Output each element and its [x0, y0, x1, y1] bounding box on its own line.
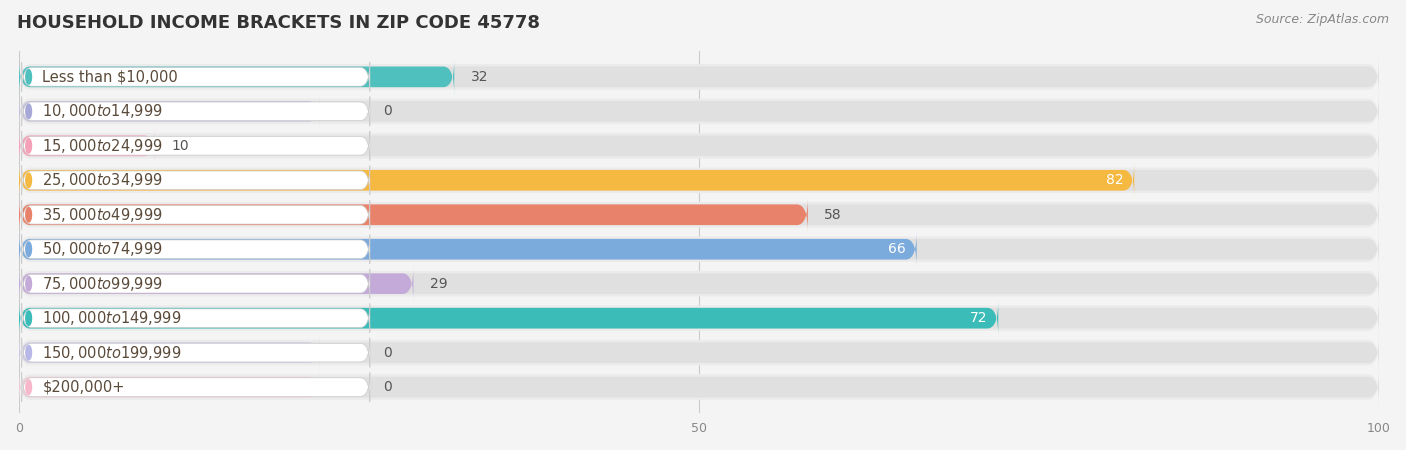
FancyBboxPatch shape	[20, 198, 1379, 232]
FancyBboxPatch shape	[20, 301, 1379, 335]
FancyBboxPatch shape	[20, 266, 413, 301]
Text: 0: 0	[384, 346, 392, 360]
Text: 0: 0	[384, 104, 392, 118]
Circle shape	[25, 173, 31, 188]
FancyBboxPatch shape	[20, 200, 1379, 230]
FancyBboxPatch shape	[21, 131, 370, 161]
FancyBboxPatch shape	[21, 166, 370, 195]
Text: $25,000 to $34,999: $25,000 to $34,999	[42, 171, 163, 189]
FancyBboxPatch shape	[20, 131, 1379, 161]
FancyBboxPatch shape	[20, 198, 808, 232]
Text: $35,000 to $49,999: $35,000 to $49,999	[42, 206, 163, 224]
Text: 58: 58	[824, 208, 842, 222]
FancyBboxPatch shape	[20, 129, 1379, 163]
Circle shape	[25, 70, 31, 84]
Text: $50,000 to $74,999: $50,000 to $74,999	[42, 240, 163, 258]
Text: 82: 82	[1105, 173, 1123, 187]
Circle shape	[25, 242, 31, 256]
FancyBboxPatch shape	[20, 234, 1379, 264]
FancyBboxPatch shape	[20, 232, 917, 266]
FancyBboxPatch shape	[21, 234, 370, 264]
FancyBboxPatch shape	[20, 94, 1379, 129]
FancyBboxPatch shape	[20, 335, 319, 370]
Circle shape	[25, 380, 31, 394]
FancyBboxPatch shape	[21, 96, 370, 126]
FancyBboxPatch shape	[21, 200, 370, 230]
Text: 29: 29	[430, 277, 447, 291]
Text: Source: ZipAtlas.com: Source: ZipAtlas.com	[1256, 14, 1389, 27]
Text: 66: 66	[889, 242, 905, 256]
Text: 72: 72	[970, 311, 987, 325]
Circle shape	[25, 207, 31, 222]
Text: HOUSEHOLD INCOME BRACKETS IN ZIP CODE 45778: HOUSEHOLD INCOME BRACKETS IN ZIP CODE 45…	[17, 14, 540, 32]
Text: $200,000+: $200,000+	[42, 380, 125, 395]
FancyBboxPatch shape	[20, 59, 454, 94]
Circle shape	[25, 276, 31, 291]
Circle shape	[25, 104, 31, 118]
FancyBboxPatch shape	[20, 96, 1379, 126]
Text: 32: 32	[471, 70, 488, 84]
FancyBboxPatch shape	[20, 303, 1379, 333]
FancyBboxPatch shape	[20, 163, 1379, 198]
Circle shape	[25, 311, 31, 325]
FancyBboxPatch shape	[20, 269, 1379, 298]
FancyBboxPatch shape	[20, 232, 1379, 266]
Text: $75,000 to $99,999: $75,000 to $99,999	[42, 274, 163, 292]
Text: 0: 0	[384, 380, 392, 394]
FancyBboxPatch shape	[20, 129, 155, 163]
Text: 10: 10	[172, 139, 188, 153]
FancyBboxPatch shape	[20, 163, 1135, 198]
FancyBboxPatch shape	[20, 370, 319, 405]
Circle shape	[25, 346, 31, 360]
FancyBboxPatch shape	[20, 62, 1379, 92]
FancyBboxPatch shape	[21, 338, 370, 368]
FancyBboxPatch shape	[21, 62, 370, 92]
FancyBboxPatch shape	[21, 303, 370, 333]
Text: $15,000 to $24,999: $15,000 to $24,999	[42, 137, 163, 155]
FancyBboxPatch shape	[20, 266, 1379, 301]
Text: $100,000 to $149,999: $100,000 to $149,999	[42, 309, 181, 327]
Text: Less than $10,000: Less than $10,000	[42, 69, 179, 84]
FancyBboxPatch shape	[20, 372, 1379, 402]
FancyBboxPatch shape	[21, 372, 370, 402]
FancyBboxPatch shape	[20, 301, 998, 335]
Text: $10,000 to $14,999: $10,000 to $14,999	[42, 102, 163, 120]
FancyBboxPatch shape	[21, 269, 370, 298]
FancyBboxPatch shape	[20, 94, 319, 129]
FancyBboxPatch shape	[20, 59, 1379, 94]
FancyBboxPatch shape	[20, 338, 1379, 368]
Text: $150,000 to $199,999: $150,000 to $199,999	[42, 344, 181, 362]
FancyBboxPatch shape	[20, 335, 1379, 370]
FancyBboxPatch shape	[20, 370, 1379, 405]
FancyBboxPatch shape	[20, 166, 1379, 195]
Circle shape	[25, 139, 31, 153]
